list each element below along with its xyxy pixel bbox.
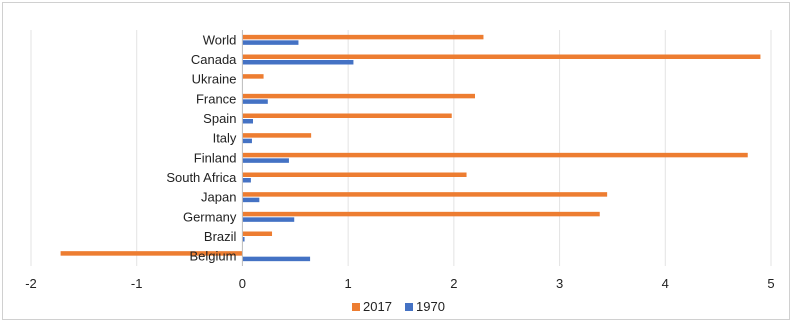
x-tick-labels: -2 -1 0 1 2 3 4 5	[25, 276, 774, 291]
bar-2017-france	[242, 93, 475, 99]
bar-2017-canada	[242, 54, 761, 59]
bar-2017-finland	[242, 152, 748, 158]
bar-1970-japan	[242, 197, 260, 203]
x-tick-label: 4	[662, 276, 669, 291]
bar-1970-brazil	[242, 237, 245, 242]
bar-1970-south-africa	[242, 178, 251, 183]
bar-1970-germany	[242, 217, 295, 222]
gridlines	[30, 30, 772, 266]
bar-2017-germany	[242, 211, 600, 217]
legend: 2017 1970	[352, 299, 445, 314]
category-label: Japan	[201, 190, 236, 205]
x-tick-label: 2	[450, 276, 457, 291]
x-tick-label: -2	[25, 276, 37, 291]
category-label: South Africa	[166, 170, 237, 185]
x-tick-label: 1	[345, 276, 352, 291]
category-labels: World Canada Ukraine France Spain Italy Finlan…	[166, 32, 237, 263]
bar-2017-ukraine	[242, 74, 264, 79]
bar-1970-italy	[242, 138, 252, 144]
category-label: Ukraine	[192, 72, 237, 87]
category-label: Canada	[191, 52, 237, 67]
bar-1970-world	[242, 40, 299, 45]
bar-2017-south-africa	[242, 172, 467, 177]
x-tick-label: -1	[131, 276, 143, 291]
bar-2017-japan	[242, 192, 608, 197]
bar-1970-canada	[242, 60, 354, 65]
legend-label: 1970	[416, 299, 445, 314]
legend-label: 2017	[363, 299, 392, 314]
category-label: Belgium	[189, 249, 236, 264]
bar-2017-brazil	[242, 231, 273, 236]
bar-2017-italy	[242, 133, 312, 138]
category-label: Brazil	[204, 229, 237, 244]
bar-1970-spain	[242, 119, 253, 124]
bar-2017-spain	[242, 113, 452, 118]
x-tick-label: 3	[556, 276, 563, 291]
bar-1970-france	[242, 99, 268, 104]
legend-swatch	[405, 303, 413, 311]
category-label: World	[203, 32, 237, 47]
bar-1970-belgium	[242, 256, 311, 262]
bar-2017-belgium	[60, 251, 243, 256]
x-tick-label: 0	[239, 276, 246, 291]
category-label: Italy	[213, 131, 237, 146]
bar-1970-finland	[242, 158, 289, 163]
category-label: Finland	[194, 150, 237, 165]
category-label: France	[196, 91, 236, 106]
category-label: Spain	[203, 111, 236, 126]
bar-2017-world	[242, 34, 484, 40]
x-tick-label: 5	[767, 276, 774, 291]
bars	[60, 34, 761, 262]
category-label: Germany	[183, 209, 237, 224]
legend-swatch	[352, 303, 360, 311]
